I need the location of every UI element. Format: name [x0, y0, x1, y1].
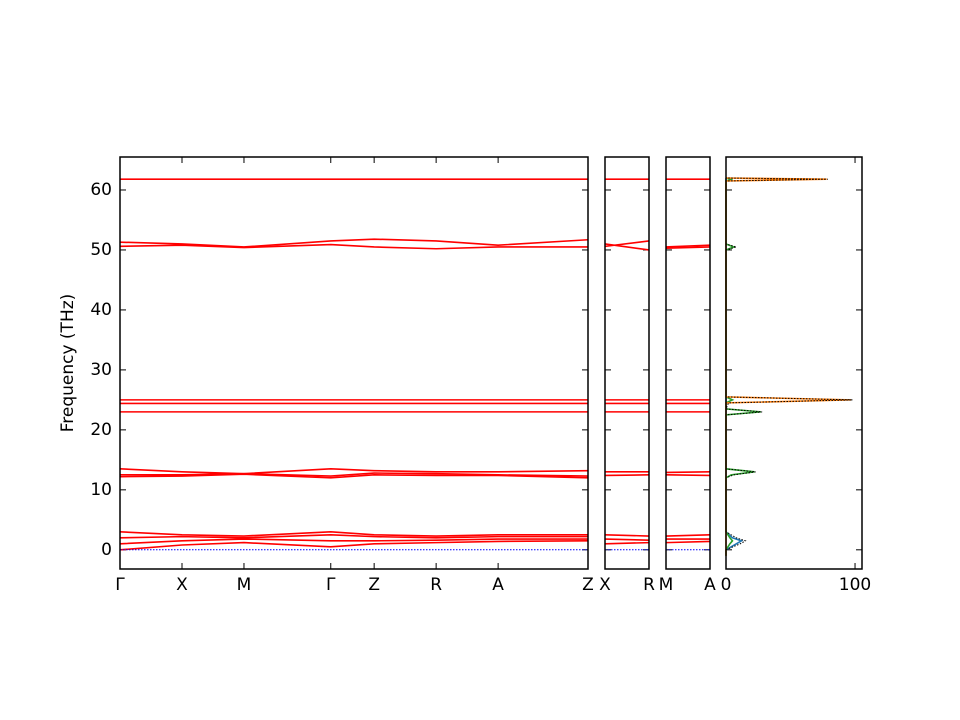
panel-frame: [725, 156, 863, 570]
x-tick-label: R: [430, 575, 442, 595]
y-tick-label: 50: [90, 240, 112, 260]
panel-frame: [665, 156, 711, 570]
band: [604, 541, 650, 545]
panel-frame: [119, 156, 589, 570]
band: [665, 474, 711, 477]
band: [665, 471, 711, 474]
band: [604, 243, 650, 251]
x-tick-label: X: [176, 575, 188, 595]
x-tick-label: 100: [839, 575, 871, 595]
x-tick-label: Γ: [115, 575, 125, 595]
x-tick-label: A: [704, 575, 716, 595]
y-tick-label: 0: [101, 540, 112, 560]
y-tick-label: 30: [90, 360, 112, 380]
dos-curve: [725, 177, 853, 556]
band: [665, 540, 711, 544]
x-tick-label: M: [659, 575, 674, 595]
band: [119, 540, 589, 551]
x-tick-label: Γ: [326, 575, 336, 595]
x-tick-label: 0: [721, 575, 732, 595]
y-tick-label: 20: [90, 420, 112, 440]
x-tick-label: Z: [368, 575, 380, 595]
band: [665, 246, 711, 249]
band: [604, 538, 650, 542]
x-tick-label: X: [599, 575, 611, 595]
x-tick-label: Z: [582, 575, 594, 595]
x-tick-label: M: [237, 575, 252, 595]
band: [604, 474, 650, 477]
band: [119, 534, 588, 539]
y-tick-label: 60: [90, 180, 112, 200]
band: [604, 534, 650, 537]
y-tick-label: 40: [90, 300, 112, 320]
band: [665, 244, 711, 248]
band: [119, 243, 588, 250]
x-tick-label: R: [643, 575, 655, 595]
band: [119, 531, 588, 537]
dos-curve: [725, 177, 761, 556]
y-axis-label: Frequency (THz): [58, 294, 78, 433]
band: [119, 468, 589, 475]
band: [119, 538, 588, 545]
dos-curve: [725, 177, 744, 556]
band: [119, 238, 589, 248]
x-tick-label: A: [492, 575, 504, 595]
band: [119, 473, 589, 479]
panel-frame: [604, 156, 650, 570]
y-tick-label: 10: [90, 480, 112, 500]
band: [665, 534, 711, 537]
dos-curve: [725, 177, 852, 556]
